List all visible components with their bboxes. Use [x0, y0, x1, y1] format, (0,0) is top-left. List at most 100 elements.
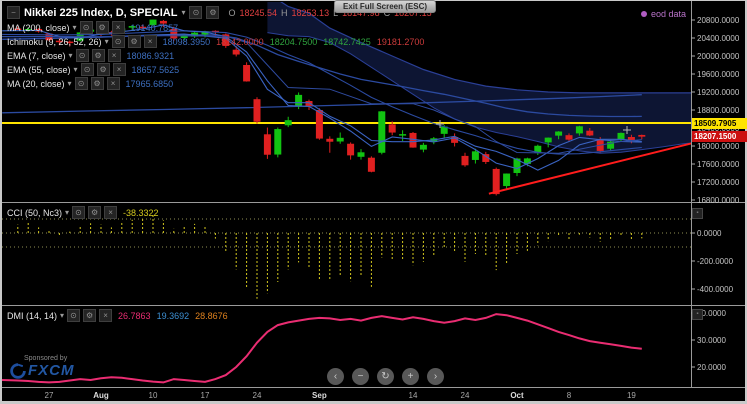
indicator-1-settings-icon[interactable]: ⚙ [127, 35, 141, 48]
indicator-1-caret[interactable]: ▾ [104, 37, 109, 46]
candle[interactable] [607, 140, 615, 151]
candle[interactable] [638, 134, 646, 140]
cci-header-visibility-icon[interactable]: ⊙ [72, 206, 86, 219]
candle[interactable] [471, 148, 479, 164]
indicator-3-close-icon[interactable]: × [112, 63, 126, 76]
time-axis-label[interactable]: 10 [148, 391, 158, 400]
indicator-2-close-icon[interactable]: × [107, 49, 121, 62]
candle[interactable] [503, 173, 511, 191]
pan-left-button[interactable]: ‹ [327, 368, 344, 385]
drawing-anchor-cross[interactable] [623, 126, 631, 134]
candle[interactable] [253, 97, 261, 124]
candle[interactable] [617, 132, 625, 142]
indicator-4-settings-icon[interactable]: ⚙ [90, 77, 104, 90]
indicator-2-caret[interactable]: ▾ [68, 51, 73, 60]
candle[interactable] [315, 108, 323, 140]
indicator-2-visibility-icon[interactable]: ⊙ [75, 49, 89, 62]
candle[interactable] [555, 131, 563, 140]
time-axis-label[interactable]: Oct [510, 391, 524, 400]
dmi-pane[interactable] [2, 313, 642, 384]
cci-header-settings-icon[interactable]: ⚙ [88, 206, 102, 219]
dmi-header-settings-icon[interactable]: ⚙ [83, 309, 97, 322]
cci-header-name[interactable]: CCI (50, Nc3) [7, 207, 63, 218]
candle[interactable] [534, 144, 542, 155]
pan-right-button[interactable]: › [427, 368, 444, 385]
cci-header-caret[interactable]: ▾ [65, 208, 70, 217]
zoom-in-button[interactable]: + [402, 368, 419, 385]
candle[interactable] [326, 136, 334, 153]
indicator-2-settings-icon[interactable]: ⚙ [91, 49, 105, 62]
candle[interactable] [55, 38, 63, 46]
time-axis-label[interactable]: 24 [252, 391, 262, 400]
symbol-title[interactable]: Nikkei 225 Index, D, SPECIAL [24, 6, 178, 19]
dmi-header-close-icon[interactable]: × [99, 309, 113, 322]
candle[interactable] [409, 132, 417, 148]
symbol-dropdown-caret[interactable]: ▾ [181, 8, 186, 17]
candle[interactable] [243, 62, 251, 82]
candle[interactable] [586, 128, 594, 137]
symbol-settings-icon[interactable]: ⚙ [206, 6, 220, 19]
indicator-0-close-icon[interactable]: × [111, 21, 125, 34]
indicator-4-visibility-icon[interactable]: ⊙ [74, 77, 88, 90]
indicator-0-visibility-icon[interactable]: ⊙ [79, 21, 93, 34]
candle[interactable] [492, 167, 500, 196]
candle[interactable] [575, 125, 583, 136]
candle[interactable] [482, 151, 490, 164]
candle[interactable] [347, 142, 355, 160]
collapse-header-icon[interactable]: − [7, 6, 20, 19]
symbol-visibility-icon[interactable]: ⊙ [189, 6, 203, 19]
indicator-0-caret[interactable]: ▾ [72, 23, 77, 32]
indicator-4-caret[interactable]: ▾ [67, 79, 72, 88]
candle[interactable] [399, 130, 407, 142]
indicator-0-name[interactable]: MA (200, close) [7, 22, 70, 33]
candle[interactable] [274, 127, 282, 158]
time-axis-label[interactable]: 19 [626, 391, 636, 400]
candle[interactable] [367, 156, 375, 173]
time-axis-label[interactable]: Sep [312, 391, 327, 400]
indicator-3-caret[interactable]: ▾ [73, 65, 78, 74]
time-axis-label[interactable]: 14 [408, 391, 418, 400]
candle[interactable] [461, 152, 469, 167]
pane-collapse-icon-dmi[interactable]: ▪ [692, 309, 703, 320]
indicator-3-settings-icon[interactable]: ⚙ [96, 63, 110, 76]
dmi-header-name[interactable]: DMI (14, 14) [7, 310, 58, 321]
candle[interactable] [357, 149, 365, 160]
cci-header-close-icon[interactable]: × [104, 206, 118, 219]
indicator-2-name[interactable]: EMA (7, close) [7, 50, 66, 61]
reset-view-button[interactable]: ↻ [377, 368, 394, 385]
time-axis-label[interactable]: 17 [200, 391, 210, 400]
candle[interactable] [263, 127, 271, 159]
indicator-3-visibility-icon[interactable]: ⊙ [80, 63, 94, 76]
indicator-4-close-icon[interactable]: × [106, 77, 120, 90]
candle[interactable] [565, 133, 573, 142]
indicator-0-settings-icon[interactable]: ⚙ [95, 21, 109, 34]
time-axis-label[interactable]: Aug [93, 391, 109, 400]
indicator-1-name[interactable]: Ichimoku (9, 26, 52, 26) [7, 36, 102, 47]
candle[interactable] [513, 157, 521, 177]
drawing-anchor-cross[interactable] [436, 120, 444, 128]
indicator-3-name[interactable]: EMA (55, close) [7, 64, 71, 75]
candle[interactable] [388, 121, 396, 136]
time-axis-label[interactable]: 8 [566, 391, 572, 400]
exit-fullscreen-button[interactable]: Exit Full Screen (ESC) [334, 0, 437, 13]
zoom-out-button[interactable]: − [352, 368, 369, 385]
pane-collapse-icon-cci[interactable]: ▪ [692, 208, 703, 219]
candle[interactable] [305, 99, 313, 110]
candle[interactable] [336, 132, 344, 144]
indicator-4-name[interactable]: MA (20, close) [7, 78, 65, 89]
cci-pane[interactable] [2, 214, 691, 299]
candle[interactable] [159, 20, 167, 28]
candle[interactable] [66, 40, 74, 47]
dmi-header-caret[interactable]: ▾ [60, 311, 65, 320]
time-axis-label[interactable]: 24 [460, 391, 470, 400]
candle[interactable] [284, 116, 292, 128]
candle[interactable] [378, 111, 386, 155]
candle[interactable] [149, 19, 157, 26]
indicator-1-close-icon[interactable]: × [143, 35, 157, 48]
candle[interactable] [232, 46, 240, 57]
candle[interactable] [128, 25, 136, 31]
dmi-header-visibility-icon[interactable]: ⊙ [67, 309, 81, 322]
time-axis-label[interactable]: 27 [44, 391, 54, 400]
candle[interactable] [544, 137, 552, 148]
indicator-1-visibility-icon[interactable]: ⊙ [111, 35, 125, 48]
